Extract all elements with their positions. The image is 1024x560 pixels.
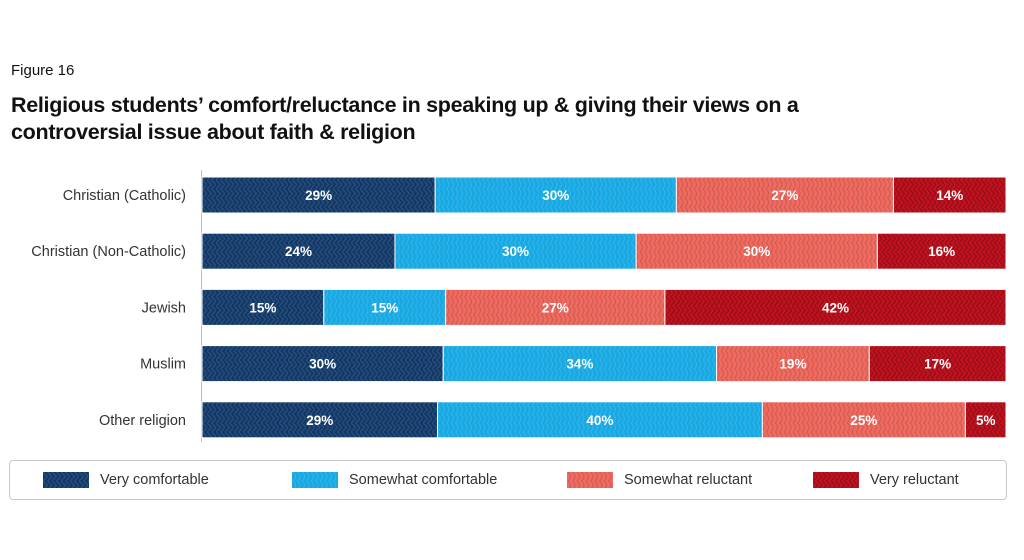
legend-item: Somewhat comfortable <box>292 472 497 488</box>
bar-segment <box>675 176 894 214</box>
bar-segment <box>394 232 637 270</box>
category-label: Muslim <box>140 357 186 373</box>
data-label: 42% <box>822 300 849 315</box>
legend-item: Somewhat reluctant <box>567 472 752 488</box>
data-label: 24% <box>285 244 312 259</box>
bar-segment <box>635 232 878 270</box>
data-label: 16% <box>928 244 955 259</box>
figure-label: Figure 16 <box>11 62 75 79</box>
bar-segment <box>892 176 1007 214</box>
bar-segment <box>442 345 718 383</box>
data-label: 30% <box>542 188 569 203</box>
legend-label: Very comfortable <box>100 472 209 488</box>
bar-segment <box>201 401 439 439</box>
bar-segment <box>437 401 763 439</box>
data-label: 27% <box>542 300 569 315</box>
legend-label: Very reluctant <box>870 472 959 488</box>
data-label: 29% <box>305 188 332 203</box>
legend-swatch <box>292 472 338 488</box>
data-label: 25% <box>850 413 877 428</box>
legend: Very comfortable Somewhat comfortable Some… <box>9 460 1007 500</box>
stacked-bar-chart: Christian (Catholic) 29% 30% 27% 14% Christia… <box>31 170 1007 442</box>
bar-segment <box>201 176 436 214</box>
data-label: 30% <box>502 244 529 259</box>
category-label: Christian (Non-Catholic) <box>31 244 186 260</box>
bar-segment <box>716 345 870 383</box>
legend-item: Very reluctant <box>813 472 959 488</box>
bar-segment <box>868 345 1007 383</box>
data-label: 14% <box>936 188 963 203</box>
chart-title: Religious students’ comfort/reluctance i… <box>11 93 799 144</box>
legend-swatch <box>813 472 859 488</box>
legend-item: Very comfortable <box>43 472 209 488</box>
data-label: 29% <box>306 413 333 428</box>
legend-label: Somewhat reluctant <box>624 472 753 488</box>
bar-segment <box>761 401 966 439</box>
bar-segment <box>664 288 1007 326</box>
bar-segment <box>323 288 447 326</box>
legend-swatch <box>43 472 89 488</box>
data-label: 30% <box>309 357 336 372</box>
data-label: 5% <box>976 413 996 428</box>
category-label: Jewish <box>142 300 186 316</box>
data-label: 40% <box>586 413 613 428</box>
bar-segment <box>201 232 396 270</box>
data-label: 34% <box>566 357 593 372</box>
category-label: Christian (Catholic) <box>63 188 186 204</box>
data-label: 27% <box>771 188 798 203</box>
legend-label: Somewhat comfortable <box>349 472 498 488</box>
data-label: 15% <box>249 300 276 315</box>
data-label: 19% <box>779 357 806 372</box>
data-label: 15% <box>371 300 398 315</box>
bar-segment <box>445 288 666 326</box>
bar-segment <box>964 401 1007 439</box>
bar-segment <box>876 232 1007 270</box>
data-label: 30% <box>743 244 770 259</box>
legend-swatch <box>567 472 613 488</box>
bar-segment <box>434 176 677 214</box>
data-label: 17% <box>924 357 951 372</box>
category-label: Other religion <box>99 413 186 429</box>
